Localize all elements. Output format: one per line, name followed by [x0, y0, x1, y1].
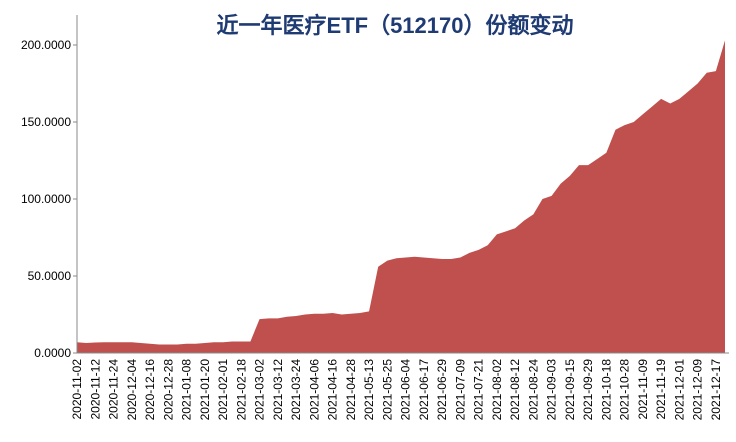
x-tick-label: 2021-03-02 — [253, 359, 267, 421]
y-tick-label: 50.0000 — [28, 269, 72, 283]
x-tick-label: 2020-11-02 — [70, 359, 84, 420]
area — [77, 40, 725, 353]
x-tick-label: 2021-06-17 — [417, 359, 431, 421]
x-tick-label: 2021-09-29 — [581, 359, 595, 421]
y-tick-label: 100.0000 — [21, 192, 71, 206]
x-tick-label: 2021-04-28 — [344, 359, 358, 421]
x-tick-label: 2021-04-16 — [326, 359, 340, 421]
x-tick-label: 2021-12-01 — [672, 359, 686, 421]
x-tick-label: 2020-11-12 — [88, 359, 102, 420]
x-tick-label: 2021-07-21 — [472, 359, 486, 421]
y-tick-label: 200.0000 — [21, 38, 71, 52]
x-tick-label: 2021-04-06 — [307, 359, 321, 421]
x-tick-label: 2021-01-20 — [198, 359, 212, 421]
x-tick-label: 2021-06-29 — [435, 359, 449, 421]
chart-title: 近一年医疗ETF（512170）份额变动 — [217, 13, 574, 38]
x-tick-label: 2021-02-18 — [234, 359, 248, 421]
x-tick-label: 2021-08-12 — [508, 359, 522, 421]
y-tick-label: 0.0000 — [34, 346, 71, 360]
x-tick-label: 2021-11-09 — [636, 359, 650, 420]
x-tick-label: 2021-12-09 — [691, 359, 705, 421]
x-tick-label: 2021-09-03 — [545, 359, 559, 421]
x-tick-label: 2021-05-25 — [380, 359, 394, 421]
x-tick-label: 2021-09-15 — [563, 359, 577, 421]
x-tick-label: 2021-02-01 — [216, 359, 230, 421]
x-tick-label: 2021-01-08 — [180, 359, 194, 421]
x-tick-label: 2020-12-28 — [161, 359, 175, 421]
x-tick-label: 2020-12-04 — [125, 359, 139, 421]
x-tick-label: 2020-11-24 — [107, 359, 121, 420]
x-tick-label: 2021-03-24 — [289, 359, 303, 421]
x-tick-label: 2021-12-17 — [709, 359, 723, 421]
x-tick-label: 2021-10-28 — [618, 359, 632, 421]
x-tick-label: 2021-08-02 — [490, 359, 504, 421]
x-tick-label: 2021-10-18 — [599, 359, 613, 421]
x-tick-label: 2021-07-09 — [453, 359, 467, 421]
y-tick-label: 150.0000 — [21, 115, 71, 129]
x-tick-label: 2021-08-24 — [526, 359, 540, 421]
x-tick-label: 2021-05-13 — [362, 359, 376, 421]
x-tick-label: 2021-03-12 — [271, 359, 285, 421]
x-tick-label: 2021-06-04 — [399, 359, 413, 421]
x-tick-label: 2021-11-19 — [654, 359, 668, 420]
x-tick-label: 2020-12-16 — [143, 359, 157, 421]
